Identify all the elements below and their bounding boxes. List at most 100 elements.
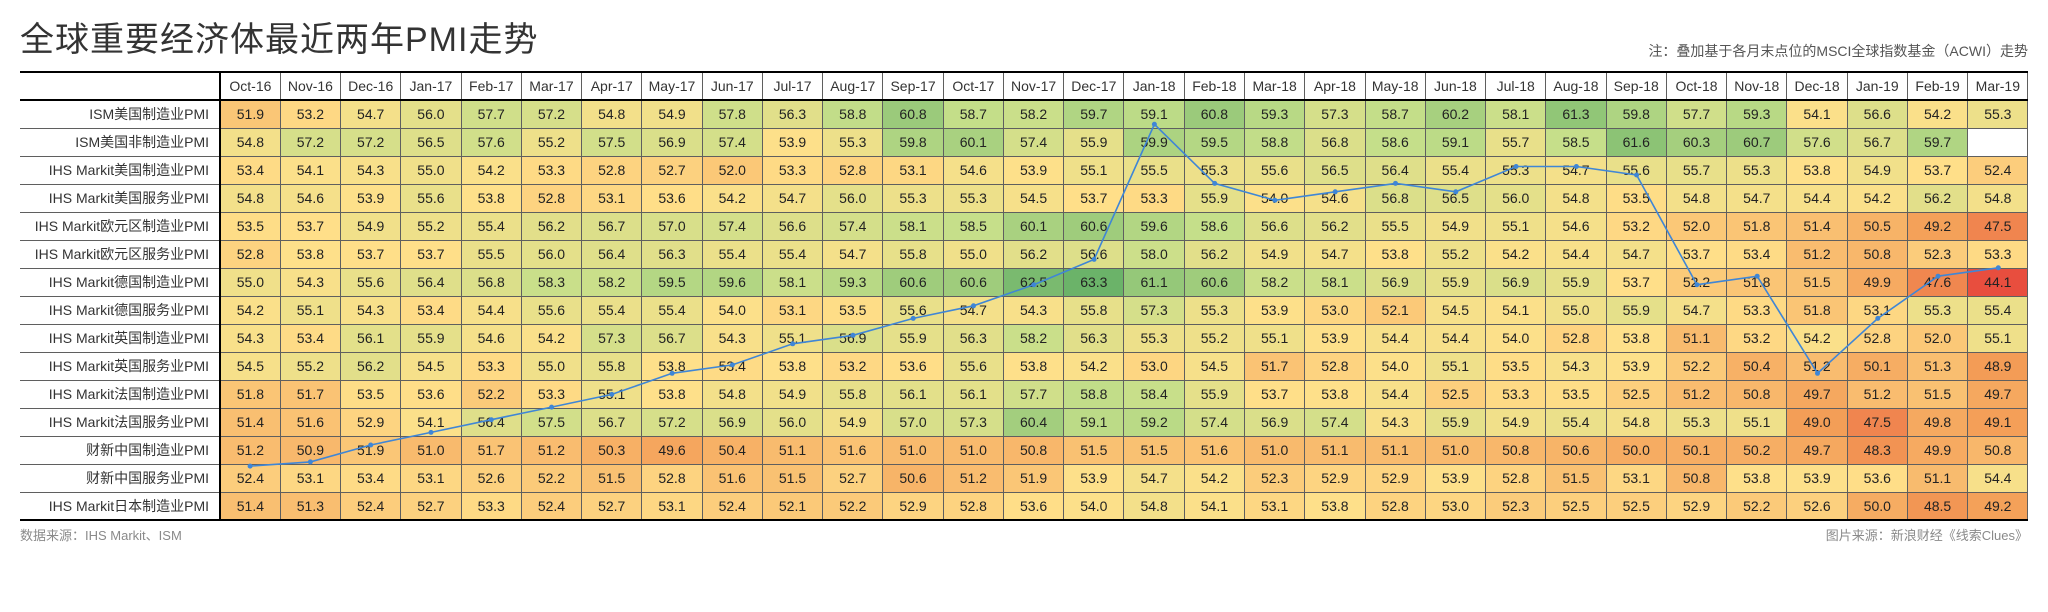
heatmap-cell: 55.8 xyxy=(582,352,642,380)
heatmap-cell: 54.5 xyxy=(1425,296,1485,324)
heatmap-cell: 53.1 xyxy=(1245,492,1305,520)
heatmap-cell: 52.8 xyxy=(1486,464,1546,492)
heatmap-cell: 52.5 xyxy=(1546,492,1606,520)
heatmap-cell: 57.5 xyxy=(582,128,642,156)
heatmap-cell: 56.9 xyxy=(823,324,883,352)
heatmap-cell: 51.2 xyxy=(1847,380,1907,408)
heatmap-cell: 57.0 xyxy=(883,408,943,436)
heatmap-cell: 55.2 xyxy=(1184,324,1244,352)
heatmap-cell: 58.1 xyxy=(1486,100,1546,128)
heatmap-cell: 59.2 xyxy=(1124,408,1184,436)
heatmap-cell: 63.3 xyxy=(1064,268,1124,296)
heatmap-cell: 51.6 xyxy=(280,408,340,436)
heatmap-cell: 56.3 xyxy=(762,100,822,128)
heatmap-cell: 51.6 xyxy=(823,436,883,464)
heatmap-cell: 59.3 xyxy=(1727,100,1787,128)
heatmap-cell: 53.8 xyxy=(461,184,521,212)
heatmap-cell: 50.1 xyxy=(1847,352,1907,380)
heatmap-cell: 53.9 xyxy=(1425,464,1485,492)
heatmap-cell: 59.3 xyxy=(823,268,883,296)
heatmap-cell: 62.5 xyxy=(1003,268,1063,296)
heatmap-cell: 50.8 xyxy=(1486,436,1546,464)
heatmap-cell: 54.2 xyxy=(1787,324,1847,352)
heatmap-cell: 56.2 xyxy=(1907,184,1967,212)
heatmap-cell: 55.3 xyxy=(1666,408,1726,436)
heatmap-cell: 56.2 xyxy=(1184,240,1244,268)
heatmap-cell: 57.4 xyxy=(702,212,762,240)
heatmap-cell: 58.2 xyxy=(1245,268,1305,296)
heatmap-cell: 58.6 xyxy=(1365,128,1425,156)
heatmap-cell: 51.5 xyxy=(762,464,822,492)
table-row: IHS Markit德国制造业PMI55.054.355.656.456.858… xyxy=(20,268,2028,296)
heatmap-cell: 51.6 xyxy=(1184,436,1244,464)
heatmap-cell: 55.8 xyxy=(883,240,943,268)
heatmap-cell: 55.3 xyxy=(883,184,943,212)
heatmap-cell: 53.6 xyxy=(642,184,702,212)
table-body: ISM美国制造业PMI51.953.254.756.057.757.254.85… xyxy=(20,100,2028,520)
heatmap-cell: 55.1 xyxy=(1064,156,1124,184)
heatmap-cell: 55.4 xyxy=(1968,296,2028,324)
heatmap-cell: 57.0 xyxy=(642,212,702,240)
heatmap-cell: 53.9 xyxy=(341,184,401,212)
heatmap-cell: 56.1 xyxy=(341,324,401,352)
heatmap-cell: 56.3 xyxy=(943,324,1003,352)
heatmap-cell: 54.3 xyxy=(341,156,401,184)
heatmap-cell: 59.7 xyxy=(1064,100,1124,128)
heatmap-cell: 53.8 xyxy=(1787,156,1847,184)
month-header: Apr-17 xyxy=(582,72,642,100)
heatmap-cell: 52.3 xyxy=(1245,464,1305,492)
heatmap-cell: 55.3 xyxy=(823,128,883,156)
heatmap-cell: 52.7 xyxy=(401,492,461,520)
heatmap-cell: 51.1 xyxy=(1365,436,1425,464)
heatmap-cell: 58.1 xyxy=(883,212,943,240)
heatmap-cell: 54.0 xyxy=(1365,352,1425,380)
heatmap-cell: 53.0 xyxy=(1425,492,1485,520)
heatmap-cell: 53.9 xyxy=(1606,352,1666,380)
heatmap-cell: 53.3 xyxy=(1486,380,1546,408)
heatmap-cell: 49.9 xyxy=(1907,436,1967,464)
heatmap-cell: 55.3 xyxy=(1907,296,1967,324)
heatmap-cell: 51.5 xyxy=(582,464,642,492)
heatmap-table-wrap: Oct-16Nov-16Dec-16Jan-17Feb-17Mar-17Apr-… xyxy=(20,71,2028,521)
heatmap-cell: 55.0 xyxy=(401,156,461,184)
heatmap-cell: 52.3 xyxy=(1907,240,1967,268)
heatmap-cell: 55.3 xyxy=(1184,156,1244,184)
heatmap-cell: 52.2 xyxy=(1666,352,1726,380)
heatmap-cell: 48.9 xyxy=(1968,352,2028,380)
month-header: Apr-18 xyxy=(1305,72,1365,100)
heatmap-cell: 51.1 xyxy=(1666,324,1726,352)
heatmap-cell: 51.5 xyxy=(1064,436,1124,464)
month-header: Dec-16 xyxy=(341,72,401,100)
heatmap-cell: 53.2 xyxy=(823,352,883,380)
heatmap-cell: 50.6 xyxy=(1546,436,1606,464)
heatmap-cell: 60.6 xyxy=(943,268,1003,296)
heatmap-cell: 52.2 xyxy=(521,464,581,492)
heatmap-cell: 53.4 xyxy=(341,464,401,492)
table-row: IHS Markit欧元区制造业PMI53.553.754.955.255.45… xyxy=(20,212,2028,240)
heatmap-cell: 51.5 xyxy=(1907,380,1967,408)
heatmap-cell: 52.7 xyxy=(823,464,883,492)
heatmap-cell: 60.4 xyxy=(1003,408,1063,436)
header-row: 全球重要经济体最近两年PMI走势 注：叠加基于各月末点位的MSCI全球指数基金（… xyxy=(20,12,2028,61)
heatmap-cell: 54.7 xyxy=(1666,296,1726,324)
heatmap-cell: 60.1 xyxy=(1003,212,1063,240)
heatmap-cell: 54.9 xyxy=(762,380,822,408)
heatmap-cell: 53.3 xyxy=(521,156,581,184)
heatmap-cell: 56.5 xyxy=(1425,184,1485,212)
heatmap-cell: 54.4 xyxy=(1425,324,1485,352)
heatmap-cell: 51.2 xyxy=(1787,352,1847,380)
heatmap-cell: 53.6 xyxy=(401,380,461,408)
heatmap-cell: 54.7 xyxy=(1305,240,1365,268)
month-header: Jan-18 xyxy=(1124,72,1184,100)
heatmap-cell: 52.2 xyxy=(823,492,883,520)
heatmap-cell: 54.4 xyxy=(1546,240,1606,268)
heatmap-cell: 55.2 xyxy=(401,212,461,240)
footer-left: 数据来源：IHS Markit、ISM xyxy=(20,525,182,544)
heatmap-cell: 50.8 xyxy=(1666,464,1726,492)
heatmap-cell: 51.0 xyxy=(401,436,461,464)
heatmap-cell: 51.5 xyxy=(1787,268,1847,296)
heatmap-cell: 55.9 xyxy=(1425,268,1485,296)
heatmap-cell: 57.2 xyxy=(521,100,581,128)
heatmap-cell: 54.6 xyxy=(943,156,1003,184)
heatmap-cell: 54.5 xyxy=(220,352,280,380)
